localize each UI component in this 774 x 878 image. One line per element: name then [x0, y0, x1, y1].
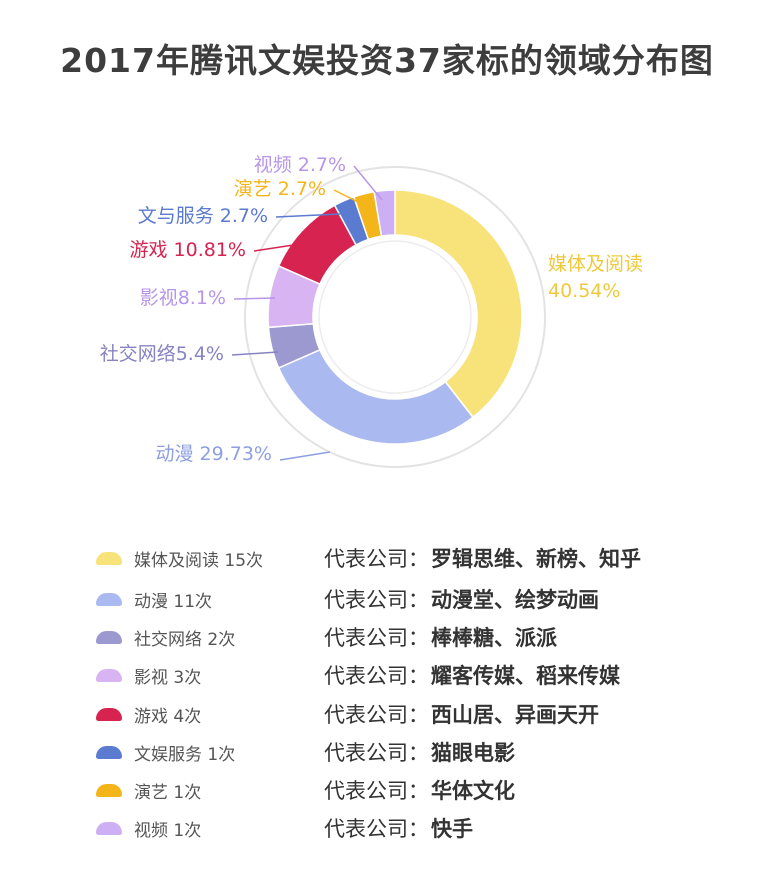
legend-representative-companies: 代表公司：动漫堂、绘梦动画 — [324, 588, 599, 612]
legend-label: 社交网络 2次 — [134, 629, 236, 650]
legend-row: 媒体及阅读 15次 代表公司：罗辑思维、新榜、知乎 — [96, 543, 641, 573]
legend-label: 视频 1次 — [134, 820, 202, 841]
slice-label-name: 媒体及阅读 — [548, 253, 643, 275]
legend-label: 媒体及阅读 15次 — [134, 550, 264, 571]
legend-swatch-icon — [96, 783, 122, 797]
legend-representative-companies: 代表公司：华体文化 — [324, 779, 515, 803]
legend-row: 动漫 11次 代表公司：动漫堂、绘梦动画 — [96, 584, 599, 614]
legend-representative-companies: 代表公司：快手 — [324, 817, 473, 841]
leader-line-5 — [275, 213, 341, 218]
legend-representative-companies: 代表公司：猫眼电影 — [324, 741, 515, 765]
legend-swatch-icon — [96, 592, 122, 606]
legend-swatch-icon — [96, 707, 122, 721]
legend-label: 动漫 11次 — [134, 591, 213, 612]
legend-row: 演艺 1次 代表公司：华体文化 — [96, 775, 515, 805]
decorative-ring — [244, 166, 546, 468]
leader-line-7 — [353, 165, 383, 201]
slice-label: 影视8.1% — [140, 287, 226, 309]
legend-swatch-icon — [96, 668, 122, 682]
leader-line-6 — [333, 189, 367, 207]
legend-representative-companies: 代表公司：罗辑思维、新榜、知乎 — [324, 547, 641, 571]
legend-swatch-icon — [96, 821, 122, 835]
legend-row: 文娱服务 1次 代表公司：猫眼电影 — [96, 737, 515, 767]
slice-label: 动漫 29.73% — [156, 443, 273, 465]
legend-row: 社交网络 2次 代表公司：棒棒糖、派派 — [96, 622, 557, 652]
legend-row: 视频 1次 代表公司：快手 — [96, 813, 473, 843]
legend-swatch-icon — [96, 745, 122, 759]
donut-slice-0 — [394, 189, 523, 419]
legend-swatch-icon — [96, 551, 122, 565]
legend-swatch-icon — [96, 630, 122, 644]
chart-title: 2017年腾讯文娱投资37家标的领域分布图 — [60, 41, 714, 80]
legend-row: 游戏 4次 代表公司：西山居、异画天开 — [96, 699, 599, 729]
legend-label: 影视 3次 — [134, 667, 202, 688]
inner-ring — [318, 240, 472, 394]
slice-label: 文与服务 2.7% — [138, 205, 268, 227]
legend-label: 游戏 4次 — [134, 706, 202, 727]
slice-label-percent: 40.54% — [548, 280, 620, 302]
legend-label: 演艺 1次 — [134, 782, 202, 803]
slice-label: 游戏 10.81% — [130, 239, 247, 261]
leader-line-4 — [253, 243, 301, 252]
donut-slice-7 — [373, 189, 396, 237]
slice-label: 视频 2.7% — [254, 154, 346, 176]
legend-representative-companies: 代表公司：西山居、异画天开 — [324, 703, 599, 727]
donut-slice-1 — [277, 348, 475, 445]
slice-label: 演艺 2.7% — [234, 178, 326, 200]
legend-representative-companies: 代表公司：棒棒糖、派派 — [324, 626, 557, 650]
leader-line-1 — [279, 451, 331, 461]
slice-label: 社交网络5.4% — [100, 343, 224, 365]
legend-representative-companies: 代表公司：耀客传媒、稻来传媒 — [324, 664, 620, 688]
legend-label: 文娱服务 1次 — [134, 744, 236, 765]
leader-line-3 — [233, 297, 276, 300]
legend-row: 影视 3次 代表公司：耀客传媒、稻来传媒 — [96, 660, 620, 690]
leader-line-2 — [231, 351, 279, 356]
